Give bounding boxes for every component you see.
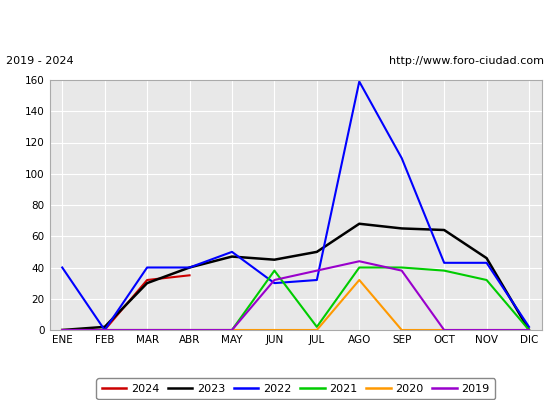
Legend: 2024, 2023, 2022, 2021, 2020, 2019: 2024, 2023, 2022, 2021, 2020, 2019 [96, 378, 495, 400]
Text: http://www.foro-ciudad.com: http://www.foro-ciudad.com [389, 56, 544, 66]
Text: 2019 - 2024: 2019 - 2024 [6, 56, 73, 66]
Text: Evolucion Nº Turistas Extranjeros en el municipio de Villaseco de los Reyes: Evolucion Nº Turistas Extranjeros en el … [0, 16, 550, 30]
